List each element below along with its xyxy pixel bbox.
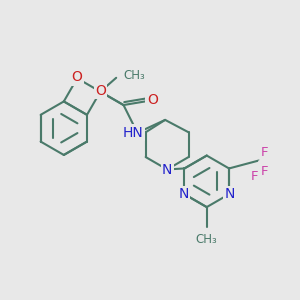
Text: CH₃: CH₃: [123, 69, 145, 82]
Text: CH₃: CH₃: [196, 233, 218, 246]
Text: HN: HN: [123, 126, 144, 140]
Text: F: F: [251, 170, 259, 183]
Text: O: O: [95, 84, 106, 98]
Text: F: F: [261, 166, 268, 178]
Text: O: O: [72, 70, 83, 84]
Text: N: N: [178, 187, 189, 201]
Text: F: F: [261, 146, 268, 158]
Text: N: N: [225, 187, 235, 201]
Text: O: O: [147, 93, 158, 107]
Text: N: N: [162, 164, 172, 177]
